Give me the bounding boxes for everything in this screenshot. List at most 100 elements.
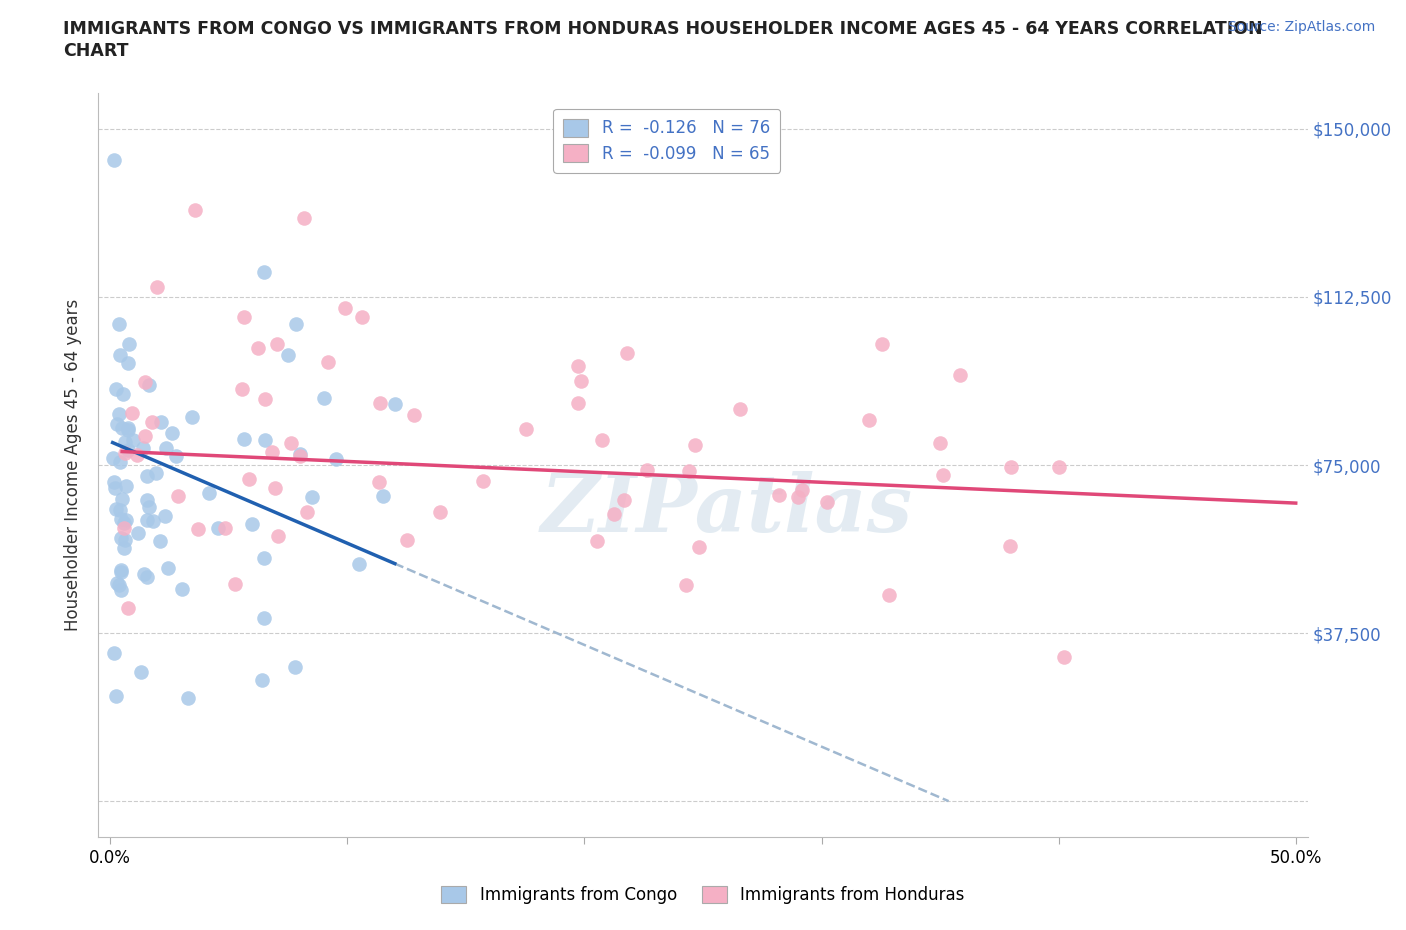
Point xyxy=(103,646,125,661)
Point xyxy=(301,490,323,505)
Point xyxy=(262,445,284,459)
Legend: Immigrants from Congo, Immigrants from Honduras: Immigrants from Congo, Immigrants from H… xyxy=(434,879,972,910)
Point xyxy=(114,445,136,460)
Text: IMMIGRANTS FROM CONGO VS IMMIGRANTS FROM HONDURAS HOUSEHOLDER INCOME AGES 45 - 6: IMMIGRANTS FROM CONGO VS IMMIGRANTS FROM… xyxy=(63,20,1263,38)
Point xyxy=(112,515,135,530)
Point xyxy=(132,441,155,456)
Point xyxy=(815,495,838,510)
Point xyxy=(118,336,141,351)
Point xyxy=(105,576,128,591)
Point xyxy=(224,577,246,591)
Point xyxy=(129,664,152,679)
Point xyxy=(128,525,150,540)
Point xyxy=(108,503,131,518)
Point xyxy=(117,420,139,435)
Point xyxy=(155,440,177,455)
Text: Source: ZipAtlas.com: Source: ZipAtlas.com xyxy=(1227,20,1375,34)
Point xyxy=(138,499,160,514)
Point xyxy=(103,153,125,167)
Point xyxy=(110,512,132,527)
Point xyxy=(233,310,256,325)
Point xyxy=(636,462,658,477)
Point xyxy=(150,415,173,430)
Point xyxy=(678,463,700,478)
Point xyxy=(1047,459,1070,474)
Point xyxy=(138,378,160,392)
Point xyxy=(277,348,299,363)
Point xyxy=(254,392,277,406)
Point xyxy=(134,375,156,390)
Point xyxy=(929,435,952,450)
Point xyxy=(613,493,636,508)
Point xyxy=(134,429,156,444)
Point xyxy=(103,474,125,489)
Point xyxy=(160,425,183,440)
Point xyxy=(858,413,880,428)
Point xyxy=(284,659,307,674)
Point xyxy=(591,432,613,447)
Point xyxy=(121,405,143,420)
Point xyxy=(569,373,592,388)
Point xyxy=(472,473,495,488)
Point xyxy=(146,280,169,295)
Point xyxy=(318,354,340,369)
Point xyxy=(136,512,159,527)
Point xyxy=(107,406,129,421)
Point xyxy=(108,316,131,331)
Point xyxy=(253,551,276,565)
Point xyxy=(1053,650,1076,665)
Point xyxy=(112,540,135,555)
Point xyxy=(117,443,139,458)
Text: CHART: CHART xyxy=(63,42,129,60)
Point xyxy=(290,449,312,464)
Point xyxy=(347,557,370,572)
Point xyxy=(105,381,128,396)
Point xyxy=(253,265,276,280)
Point xyxy=(280,436,302,451)
Point xyxy=(104,481,127,496)
Point xyxy=(145,466,167,481)
Point xyxy=(240,517,263,532)
Point xyxy=(616,346,638,361)
Point xyxy=(586,534,609,549)
Point xyxy=(132,566,155,581)
Point xyxy=(110,562,132,577)
Point xyxy=(114,533,136,548)
Point xyxy=(183,202,205,217)
Point xyxy=(105,501,128,516)
Point xyxy=(932,468,955,483)
Point xyxy=(176,691,198,706)
Point xyxy=(121,432,143,447)
Point xyxy=(312,391,335,405)
Point xyxy=(114,479,136,494)
Point xyxy=(111,420,134,435)
Point xyxy=(352,310,374,325)
Point xyxy=(675,578,697,592)
Point xyxy=(167,489,190,504)
Point xyxy=(384,396,406,411)
Point xyxy=(117,355,139,370)
Point xyxy=(264,481,287,496)
Point xyxy=(156,560,179,575)
Y-axis label: Householder Income Ages 45 - 64 years: Householder Income Ages 45 - 64 years xyxy=(65,299,83,631)
Point xyxy=(117,422,139,437)
Point xyxy=(232,432,254,446)
Point xyxy=(207,521,229,536)
Point xyxy=(252,672,274,687)
Point xyxy=(110,565,132,579)
Point xyxy=(110,583,132,598)
Point xyxy=(288,447,311,462)
Point xyxy=(114,434,136,449)
Point xyxy=(295,504,318,519)
Point xyxy=(567,395,589,410)
Point xyxy=(107,417,129,432)
Point xyxy=(284,317,307,332)
Point xyxy=(402,407,425,422)
Point xyxy=(170,581,193,596)
Point xyxy=(246,340,269,355)
Point xyxy=(254,432,277,447)
Point xyxy=(253,610,276,625)
Point xyxy=(689,539,711,554)
Point xyxy=(879,587,901,602)
Point xyxy=(108,578,131,592)
